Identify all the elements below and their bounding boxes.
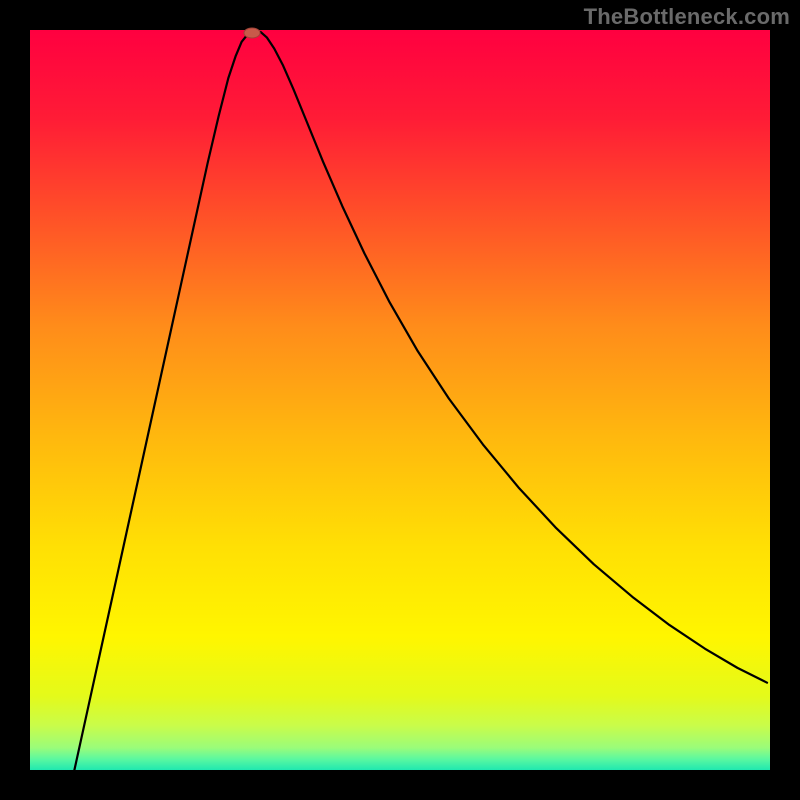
watermark-text: TheBottleneck.com: [584, 4, 790, 30]
bottleneck-chart: [0, 0, 800, 800]
optimum-marker: [244, 28, 260, 38]
chart-container: TheBottleneck.com: [0, 0, 800, 800]
